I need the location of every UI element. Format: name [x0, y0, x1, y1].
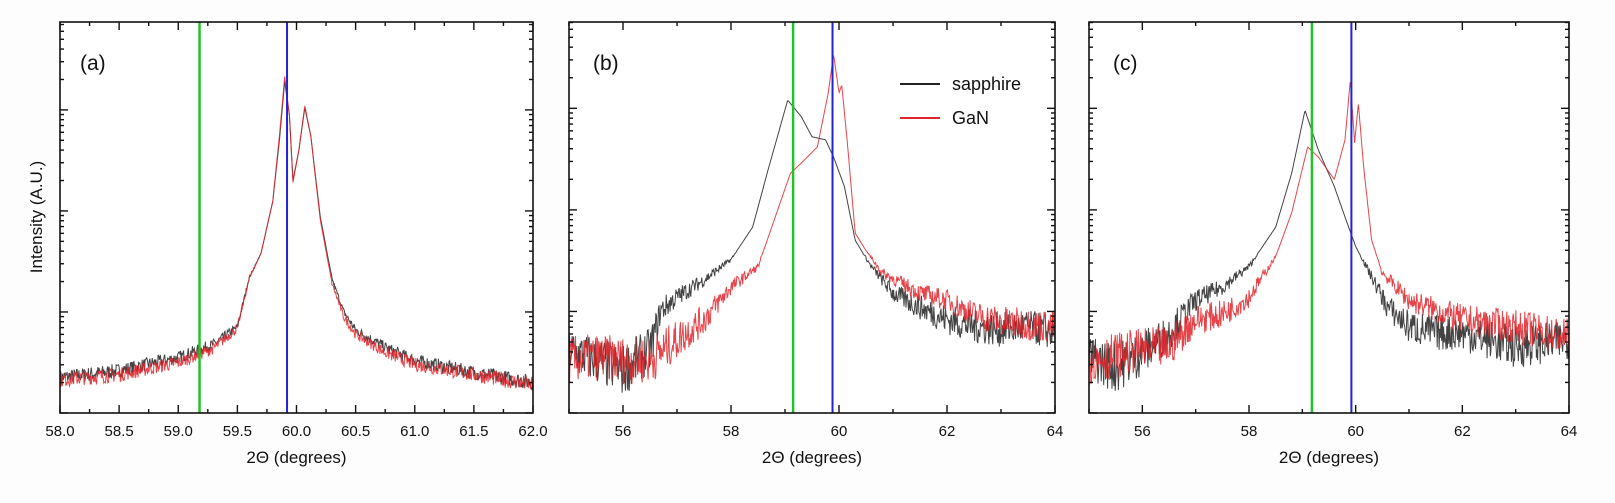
x-tick-label: 56	[615, 423, 632, 440]
x-tick-label: 62.0	[518, 423, 547, 440]
panel-label: (a)	[80, 52, 106, 75]
x-tick-label: 60	[831, 423, 848, 440]
x-tick-label: 61.5	[459, 423, 488, 440]
plot-area	[60, 22, 533, 413]
x-tick-label: 60.0	[282, 423, 311, 440]
x-tick-label: 58	[723, 423, 740, 440]
panel-label: (c)	[1113, 52, 1138, 75]
panel-a: 58.0 58.5 59.0 59.5 60.0 60.5 61.0 61.5 62.0 (a) 2…	[45, 21, 548, 467]
panel-b: 56 58 60 62 64 (b) 2Θ (degrees) sapphire GaN	[568, 21, 1064, 467]
x-tick-label: 59.0	[164, 423, 193, 440]
x-tick-label: 61.0	[400, 423, 429, 440]
panel-c: 56 58 60 62 64 (c) 2Θ (degrees)	[1088, 21, 1578, 467]
x-tick-label: 59.5	[223, 423, 252, 440]
x-axis-label: 2Θ (degrees)	[246, 448, 346, 467]
x-tick-label: 60.5	[341, 423, 370, 440]
x-axis-label: 2Θ (degrees)	[762, 448, 862, 467]
series-line-gan	[59, 76, 534, 390]
x-tick-label: 64	[1047, 423, 1064, 440]
legend: sapphire GaN	[900, 74, 1021, 128]
x-tick-label: 62	[939, 423, 956, 440]
x-tick-label: 64	[1561, 423, 1578, 440]
panel-label: (b)	[593, 52, 619, 75]
series-line-gan	[568, 54, 1056, 385]
legend-label-gan: GaN	[952, 108, 989, 128]
x-tick-label: 60	[1347, 423, 1364, 440]
legend-label-sapphire: sapphire	[952, 74, 1021, 94]
x-axis-label: 2Θ (degrees)	[1279, 448, 1379, 467]
series-line-gan	[1088, 82, 1570, 385]
axes-frame	[1088, 21, 1570, 414]
series-line-sapphire	[1088, 110, 1570, 391]
x-tick-label: 58.5	[105, 423, 134, 440]
x-tick-label: 62	[1454, 423, 1471, 440]
x-tick-label: 58.0	[45, 423, 74, 440]
x-tick-label: 58	[1241, 423, 1258, 440]
axes-frame	[568, 21, 1056, 414]
y-axis-label: Intensity (A.U.)	[27, 161, 46, 273]
x-tick-label: 56	[1134, 423, 1151, 440]
